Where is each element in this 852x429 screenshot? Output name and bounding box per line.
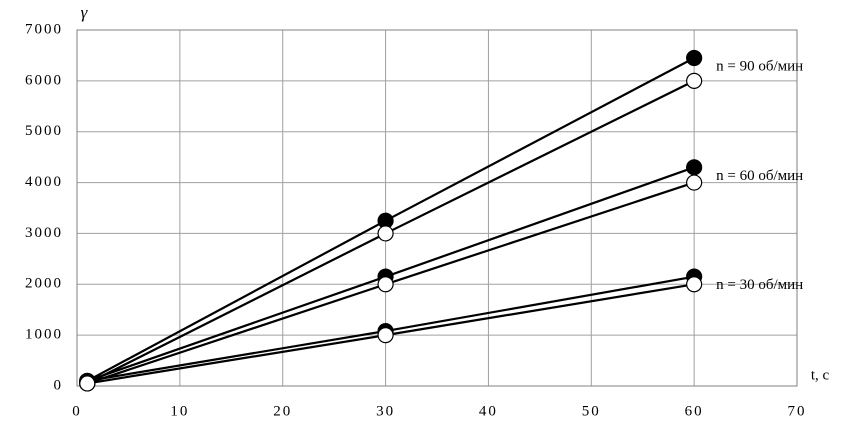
- data-point: [686, 159, 703, 176]
- x-tick-label: 40: [479, 403, 498, 419]
- x-tick-label: 50: [582, 403, 601, 419]
- y-tick-label: 6000: [25, 72, 63, 88]
- x-axis-label: t, c: [811, 367, 830, 383]
- y-axis-label: γ: [81, 3, 89, 22]
- x-tick-label: 10: [170, 403, 189, 419]
- y-tick-label: 7000: [25, 21, 63, 37]
- data-point: [686, 174, 703, 191]
- data-point: [686, 72, 703, 89]
- data-point: [377, 225, 394, 242]
- y-tick-label: 5000: [25, 123, 63, 139]
- series-label: n = 30 об/мин: [716, 277, 803, 293]
- x-tick-label: 60: [685, 403, 704, 419]
- x-tick-label: 30: [376, 403, 395, 419]
- series-label: n = 60 об/мин: [716, 168, 803, 184]
- y-tick-label: 3000: [25, 225, 63, 241]
- data-point: [377, 276, 394, 293]
- series-label: n = 90 об/мин: [716, 58, 803, 74]
- plot-border: [76, 29, 798, 387]
- data-point: [79, 375, 96, 392]
- x-tick-label: 70: [788, 403, 807, 419]
- data-point: [377, 327, 394, 344]
- y-tick-label: 1000: [25, 327, 63, 343]
- y-tick-label: 2000: [25, 276, 63, 292]
- y-tick-label: 4000: [25, 174, 63, 190]
- y-tick-label: 0: [54, 377, 64, 393]
- data-point: [686, 49, 703, 67]
- x-tick-label: 20: [273, 403, 292, 419]
- x-tick-label: 0: [72, 403, 82, 419]
- data-point: [686, 276, 703, 293]
